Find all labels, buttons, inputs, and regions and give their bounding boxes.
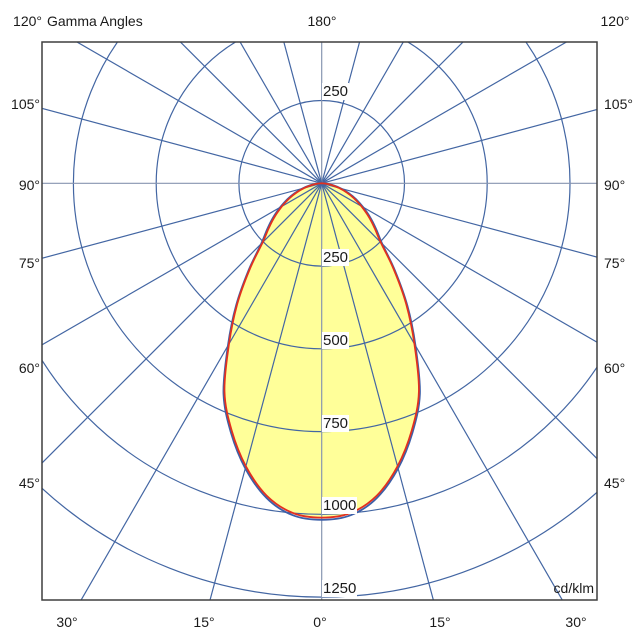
polar-ray-line <box>209 183 323 600</box>
radial-tick-label-250: 250 <box>322 249 350 266</box>
radial-tick-label-1000: 1000 <box>322 497 358 514</box>
polar-ray-line <box>75 42 323 184</box>
polar-ray-line <box>321 182 597 460</box>
gamma-label-right-90°: 90° <box>604 177 626 193</box>
gamma-label-left-105°: 105° <box>11 96 40 112</box>
gamma-label-right-60°: 60° <box>604 360 626 376</box>
polar-ray-line <box>42 107 322 184</box>
polar-ray-line <box>80 183 323 600</box>
polar-ray-line <box>42 182 323 464</box>
radial-tick-label-upper: 250 <box>322 83 350 100</box>
gamma-label-bottom-4: 30° <box>565 614 587 630</box>
radial-tick-label-750: 750 <box>322 415 350 432</box>
polar-ray-line <box>42 182 323 346</box>
gamma-label-bottom-1: 15° <box>193 614 215 630</box>
polar-ray-line <box>42 182 322 259</box>
gamma-label-left-90°: 90° <box>18 177 40 193</box>
polar-ray-line <box>321 183 563 600</box>
polar-ray-line <box>321 183 434 600</box>
polar-ray-line <box>321 42 464 184</box>
chart-title: Gamma Angles <box>47 13 143 29</box>
polar-ray-line <box>321 42 404 184</box>
polar-ray-line <box>321 108 597 184</box>
gamma-label-right-45°: 45° <box>604 475 626 491</box>
gamma-label-top-center: 180° <box>307 13 337 29</box>
polar-ray-line <box>321 182 597 258</box>
gamma-label-top-right: 120° <box>600 13 630 29</box>
polar-ray-line <box>283 42 323 184</box>
gamma-label-right-75°: 75° <box>604 255 626 271</box>
polar-ray-line <box>321 42 568 184</box>
gamma-label-right-105°: 105° <box>604 96 633 112</box>
gamma-label-top-left: 120° <box>13 13 42 29</box>
gamma-label-left-60°: 60° <box>18 360 40 376</box>
gamma-label-left-75°: 75° <box>18 255 40 271</box>
gamma-label-left-45°: 45° <box>18 475 40 491</box>
plot-border <box>41 41 598 601</box>
gamma-label-bottom-2: 0° <box>313 614 327 630</box>
gamma-label-bottom-3: 15° <box>429 614 451 630</box>
polar-ray-line <box>239 42 323 184</box>
polar-ray-line <box>179 42 323 184</box>
polar-ray-line <box>321 182 597 343</box>
radial-tick-label-1250: 1250 <box>322 580 358 597</box>
intensity-curve-c0-c180 <box>223 182 420 519</box>
gamma-label-bottom-0: 30° <box>56 614 78 630</box>
radial-tick-label-500: 500 <box>322 332 350 349</box>
unit-label: cd/klm <box>553 580 594 596</box>
